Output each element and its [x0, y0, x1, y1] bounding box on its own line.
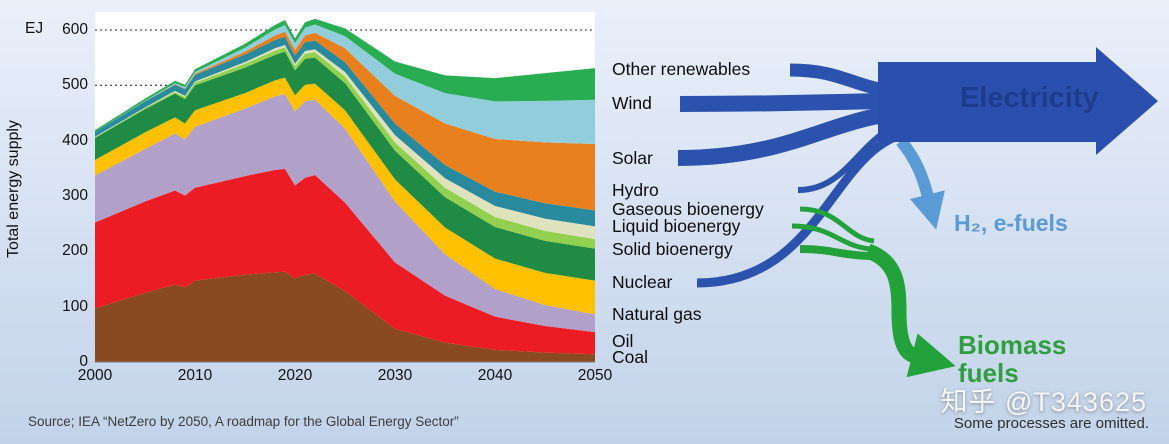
sankey-source-label-other-renewables: Other renewables: [612, 59, 751, 79]
electricity-arrow: [878, 47, 1158, 155]
h2-efuels-output-label: H₂, e-fuels: [954, 210, 1068, 236]
biomass-fuels-arrow: [865, 243, 956, 378]
area-solar: [95, 31, 595, 211]
sankey-source-label-solar: Solar: [612, 148, 653, 168]
biomass-fuels-output-label: Biomass fuels: [958, 330, 1067, 389]
x-tick-2050: 2050: [577, 367, 613, 384]
y-axis-unit-label: EJ: [25, 20, 44, 37]
y-tick-100: 100: [62, 297, 88, 315]
watermark: 知乎 @T343625: [940, 387, 1147, 417]
sankey-source-label-nuclear: Nuclear: [612, 272, 673, 292]
y-tick-400: 400: [62, 131, 88, 149]
x-tick-2000: 2000: [77, 367, 113, 384]
electricity-output-label: Electricity: [960, 82, 1099, 114]
source-citation: Source; IEA “NetZero by 2050, A roadmap …: [28, 414, 459, 429]
footnote: Some processes are omitted.: [953, 415, 1149, 432]
x-tick-2010: 2010: [177, 367, 213, 384]
flow-solid-bioenergy: [799, 245, 871, 260]
y-tick-300: 300: [62, 187, 88, 204]
sankey-source-label-hydro: Hydro: [612, 180, 659, 200]
y-tick-600: 600: [62, 21, 88, 38]
x-tick-2040: 2040: [477, 367, 513, 384]
sankey-source-label-wind: Wind: [612, 93, 652, 113]
sankey-source-label-liquid-bioenergy: Liquid bioenergy: [612, 216, 741, 236]
area-nuclear: [95, 77, 595, 315]
h2-efuels-arrow: [896, 137, 945, 230]
sankey-source-label-gaseous-bioenergy: Gaseous bioenergy: [612, 199, 764, 219]
flow-liquid-bioenergy: [791, 223, 873, 252]
sankey-source-label-natural-gas: Natural gas: [612, 304, 702, 324]
y-tick-0: 0: [79, 353, 88, 370]
flow-gaseous-bioenergy: [799, 206, 875, 244]
y-axis-title: Total energy supply: [5, 120, 22, 258]
sankey-flows: [677, 47, 1158, 378]
area-oil: [95, 168, 595, 355]
sankey-source-label-coal: Coal: [612, 347, 648, 367]
y-tick-200: 200: [62, 242, 88, 260]
area-natural-gas: [95, 94, 595, 333]
sankey-source-label-oil: Oil: [612, 331, 634, 351]
y-tick-500: 500: [62, 76, 88, 94]
stacked-area-plot: [95, 12, 595, 363]
x-tick-2030: 2030: [377, 367, 413, 384]
area-hydro: [95, 36, 595, 227]
sankey-source-label-solid-bioenergy: Solid bioenergy: [612, 239, 733, 259]
area-gaseous-bioenergy: [95, 44, 595, 240]
area-solid-bioenergy: [95, 51, 595, 281]
area-coal: [95, 271, 595, 362]
area-wind: [95, 24, 595, 144]
x-tick-2020: 2020: [277, 367, 313, 384]
